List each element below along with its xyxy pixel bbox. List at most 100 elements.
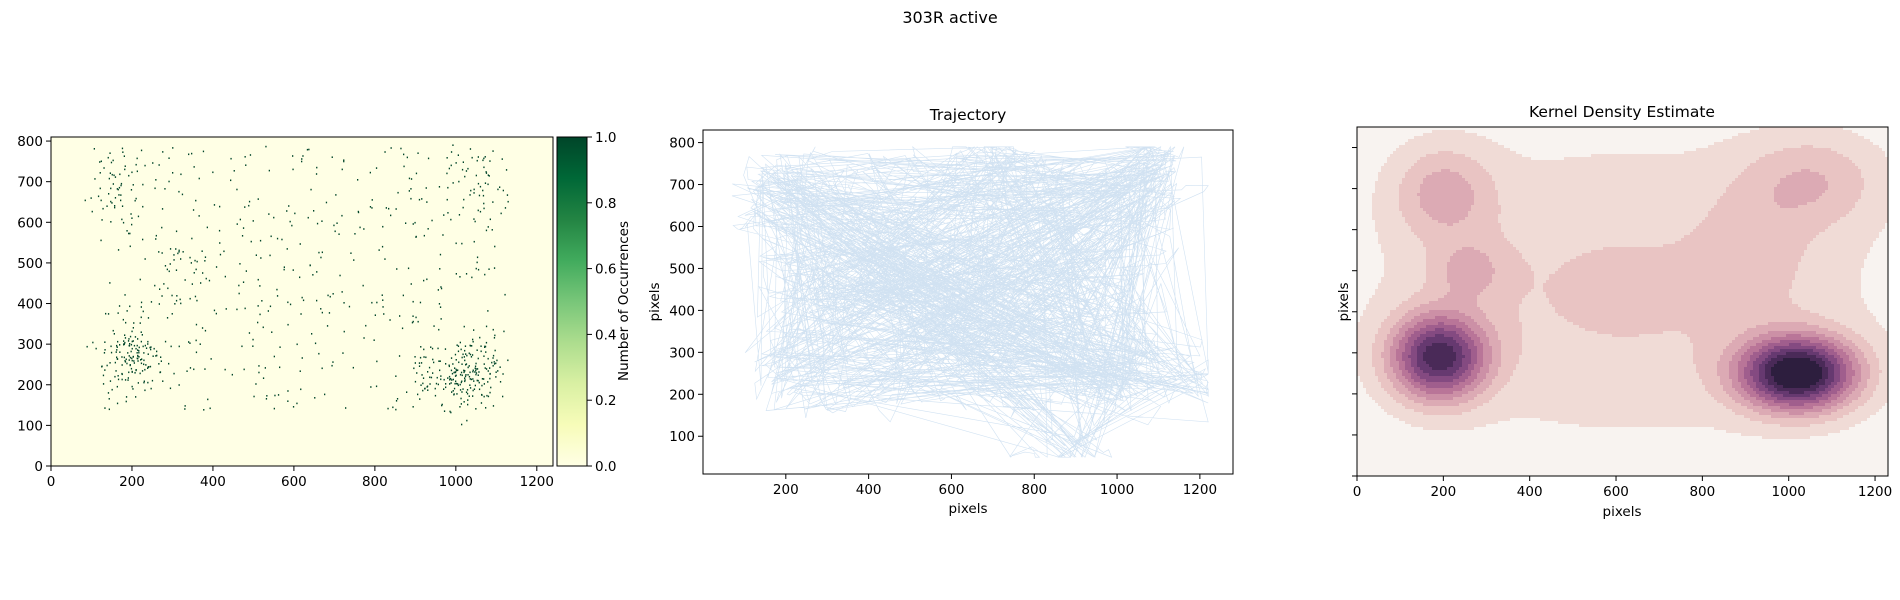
heatmap-cell: [506, 194, 509, 196]
heatmap-cell: [121, 218, 123, 221]
heatmap-cell: [224, 275, 226, 278]
heatmap-cell: [130, 189, 133, 191]
heatmap-cell: [178, 249, 180, 252]
heatmap-cell: [156, 354, 158, 357]
trajectory-y-tick-label: 800: [669, 136, 695, 152]
heatmap-cell: [279, 346, 281, 348]
heatmap-cell: [258, 365, 260, 367]
heatmap-x-tick-label: 400: [200, 474, 226, 490]
heatmap-cell: [129, 343, 131, 345]
heatmap-cell: [397, 191, 399, 194]
heatmap-cell: [440, 375, 442, 377]
heatmap-cell: [488, 175, 490, 177]
trajectory-x-tick-label: 1200: [1183, 482, 1217, 498]
heatmap-cell: [117, 312, 119, 314]
heatmap-cell: [173, 259, 175, 261]
heatmap-cell: [456, 344, 458, 346]
heatmap-cell: [107, 392, 110, 394]
heatmap-cell: [452, 182, 454, 184]
heatmap-cell: [492, 201, 494, 203]
heatmap-cell: [469, 378, 471, 380]
heatmap-cell: [484, 273, 486, 276]
trajectory-y-tick-label: 500: [669, 261, 695, 277]
heatmap-cell: [333, 224, 335, 227]
heatmap-cell: [279, 366, 281, 369]
trajectory-line: [731, 145, 1210, 458]
heatmap-cell: [161, 295, 163, 297]
heatmap-cell: [461, 374, 463, 377]
heatmap-cell: [473, 218, 475, 220]
heatmap-cell: [114, 361, 116, 364]
heatmap-cell: [334, 230, 336, 233]
heatmap-cell: [451, 372, 454, 375]
heatmap-cell: [461, 242, 463, 245]
heatmap-cell: [316, 166, 318, 169]
heatmap-cell: [120, 194, 122, 196]
heatmap-cell: [252, 220, 254, 222]
kde-level-3: [1381, 169, 1870, 418]
heatmap-cell: [102, 383, 105, 385]
heatmap-cell: [110, 351, 113, 354]
heatmap-cell: [464, 380, 466, 383]
heatmap-cell: [90, 197, 92, 199]
heatmap-cell: [445, 363, 447, 365]
heatmap-cell: [395, 375, 397, 377]
occupancy-heatmap-panel: 0 200 400 600 800 1000 1200 0 100 200 300 400 500 60…: [17, 130, 632, 490]
heatmap-cell: [473, 329, 475, 331]
heatmap-cell: [439, 253, 442, 256]
heatmap-cell: [172, 172, 174, 174]
heatmap-cell: [483, 363, 485, 365]
heatmap-cell: [439, 360, 441, 362]
heatmap-cell: [310, 188, 312, 191]
heatmap-cell: [457, 383, 459, 385]
heatmap-cell: [492, 357, 494, 359]
heatmap-cell: [139, 322, 141, 324]
heatmap-cell: [410, 283, 412, 285]
heatmap-cell: [483, 202, 485, 205]
heatmap-cell: [469, 344, 471, 347]
heatmap-cell: [421, 374, 423, 376]
heatmap-cell: [487, 370, 489, 372]
trajectory-x-label: pixels: [949, 501, 988, 517]
heatmap-cell: [307, 216, 309, 219]
heatmap-cell: [477, 268, 480, 271]
heatmap-cell: [140, 316, 142, 319]
heatmap-cell: [108, 408, 110, 411]
trajectory-path: [731, 145, 1210, 458]
heatmap-cell: [463, 198, 465, 201]
heatmap-cell: [116, 402, 119, 405]
heatmap-cell: [463, 370, 466, 372]
heatmap-cell: [204, 368, 206, 370]
heatmap-cell: [175, 269, 178, 271]
heatmap-cell: [492, 354, 495, 357]
heatmap-cell: [484, 346, 486, 348]
heatmap-cell: [434, 394, 437, 397]
heatmap-cell: [137, 360, 139, 362]
heatmap-cell: [231, 373, 233, 376]
heatmap-cell: [260, 257, 262, 259]
heatmap-cell: [450, 218, 452, 221]
heatmap-cell: [452, 390, 454, 392]
heatmap-cell: [91, 210, 93, 213]
heatmap-cell: [315, 173, 318, 175]
heatmap-cell: [448, 375, 451, 378]
heatmap-cell: [390, 214, 392, 217]
heatmap-cell: [494, 349, 496, 352]
heatmap-cell: [412, 300, 414, 303]
heatmap-cell: [485, 351, 487, 353]
heatmap-cell: [461, 168, 464, 171]
heatmap-cell: [459, 383, 461, 386]
heatmap-cell: [492, 328, 494, 331]
heatmap-cell: [408, 190, 410, 192]
heatmap-cell: [473, 192, 475, 194]
heatmap-cell: [450, 369, 453, 372]
heatmap-cell: [428, 366, 431, 369]
heatmap-cell: [205, 277, 207, 280]
heatmap-cell: [200, 282, 202, 284]
heatmap-cell: [168, 362, 170, 365]
heatmap-cell: [502, 189, 504, 192]
heatmap-cell: [447, 377, 449, 379]
heatmap-cell: [449, 377, 451, 380]
heatmap-cell: [448, 167, 450, 170]
heatmap-cell: [410, 178, 413, 180]
